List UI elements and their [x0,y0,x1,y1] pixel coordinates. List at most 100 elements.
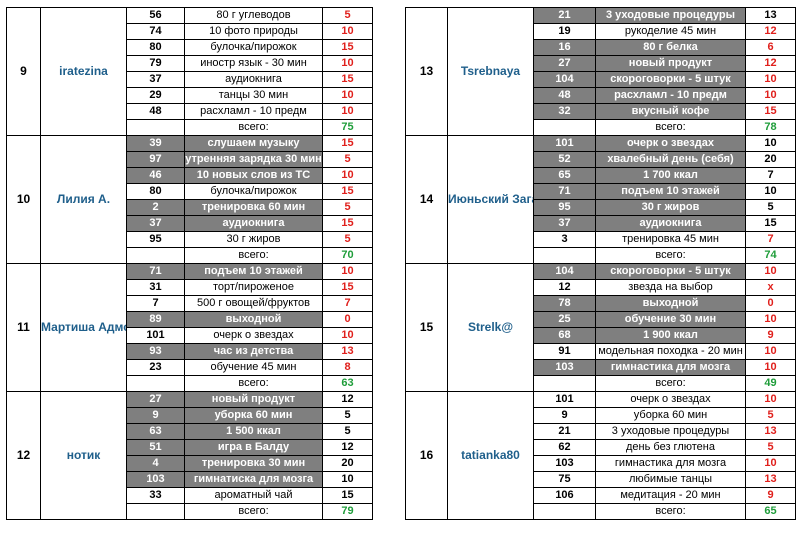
task-points: 12 [322,391,373,408]
task-points: 5 [745,407,796,424]
table-row: 46 10 новых слов из ТС 10 [7,167,373,184]
task-number: 31 [126,279,185,296]
task-points: 15 [322,39,373,56]
total-row: всего: 78 [406,119,796,136]
table-row: 48 расхламл - 10 предм 10 [406,87,796,104]
task-number: 74 [126,23,185,40]
task-name: игра в Балду [184,439,323,456]
participant-name: tatianka80 [447,391,534,520]
task-points: 15 [322,135,373,152]
table-row: 7 500 г овощей/фруктов 7 [7,295,373,312]
task-points: 10 [745,359,796,376]
table-row: 80 булочка/пирожок 15 [7,183,373,200]
table-row: 68 1 900 ккал 9 [406,327,796,344]
task-number: 93 [126,343,185,360]
task-points: 13 [322,343,373,360]
participant-name: Лилия А. [40,135,127,264]
task-number: 48 [126,103,185,120]
task-number: 65 [533,167,596,184]
task-points: 10 [322,23,373,40]
participant-index: 12 [6,391,41,520]
task-number: 4 [126,455,185,472]
task-number: 9 [533,407,596,424]
right-score-table: 13 Tsrebnaya 21 3 уходовые процедуры 13 19 рук… [405,7,796,520]
total-spacer [126,247,185,264]
left-score-table: 9 iratezina 56 80 г углеводов 5 74 10 фото при… [6,7,373,520]
task-points: 15 [322,71,373,88]
total-label: всего: [595,503,746,520]
table-row: 48 расхламл - 10 предм 10 [7,103,373,120]
task-name: скороговорки - 5 штук [595,263,746,280]
task-name: 500 г овощей/фруктов [184,295,323,312]
participant-index: 10 [6,135,41,264]
total-value: 79 [322,503,373,520]
task-name: 10 фото природы [184,23,323,40]
task-name: уборка 60 мин [595,407,746,424]
participant-index: 13 [405,7,448,136]
table-row: 9 уборка 60 мин 5 [7,407,373,424]
task-points: 10 [745,135,796,152]
task-name: танцы 30 мин [184,87,323,104]
task-number: 103 [533,455,596,472]
task-name: выходной [595,295,746,312]
participant-name: Tsrebnaya [447,7,534,136]
table-row: 3 тренировка 45 мин 7 [406,231,796,248]
task-points: 12 [745,23,796,40]
total-value: 74 [745,247,796,264]
table-row: 19 рукоделие 45 мин 12 [406,23,796,40]
task-name: медитация - 20 мин [595,487,746,504]
task-points: 10 [745,183,796,200]
task-number: 106 [533,487,596,504]
task-name: 30 г жиров [184,231,323,248]
table-row: 13 Tsrebnaya 21 3 уходовые процедуры 13 [405,7,796,136]
task-points: 10 [322,471,373,488]
task-points: 10 [745,343,796,360]
task-number: 3 [533,231,596,248]
task-name: 1 700 ккал [595,167,746,184]
task-name: иностр язык - 30 мин [184,55,323,72]
table-row: 74 10 фото природы 10 [7,23,373,40]
task-points: 8 [322,359,373,376]
total-value: 63 [322,375,373,392]
table-row: 91 модельная походка - 20 мин 10 [406,343,796,360]
task-points: 5 [322,423,373,440]
total-label: всего: [184,503,323,520]
task-number: 95 [533,199,596,216]
total-row: всего: 79 [7,503,373,520]
table-row: 11 Мартиша Адмс 71 подъем 10 этажей 10 [6,263,373,392]
task-points: 5 [322,407,373,424]
total-value: 65 [745,503,796,520]
task-number: 23 [126,359,185,376]
task-points: 10 [745,455,796,472]
task-number: 46 [126,167,185,184]
task-points: 9 [745,487,796,504]
total-label: всего: [184,375,323,392]
task-name: очерк о звездах [595,391,746,408]
task-name: 1 900 ккал [595,327,746,344]
task-points: 15 [322,215,373,232]
task-name: ароматный чай [184,487,323,504]
table-row: 80 булочка/пирожок 15 [7,39,373,56]
task-points: 9 [745,327,796,344]
total-row: всего: 70 [7,247,373,264]
task-number: 103 [126,471,185,488]
task-name: аудиокнига [595,215,746,232]
task-points: 12 [322,439,373,456]
table-row: 97 утренняя зарядка 30 мин 5 [7,151,373,168]
table-row: 51 игра в Балду 12 [7,439,373,456]
task-number: 51 [126,439,185,456]
task-number: 7 [126,295,185,312]
task-name: гимнастика для мозга [595,359,746,376]
task-number: 63 [126,423,185,440]
task-name: 30 г жиров [595,199,746,216]
task-points: 13 [745,423,796,440]
task-name: новый продукт [595,55,746,72]
task-name: 1 500 ккал [184,423,323,440]
task-number: 78 [533,295,596,312]
total-spacer [126,503,185,520]
task-name: расхламл - 10 предм [595,87,746,104]
task-points: 20 [322,455,373,472]
task-points: 7 [745,167,796,184]
task-points: 10 [322,87,373,104]
task-name: булочка/пирожок [184,39,323,56]
